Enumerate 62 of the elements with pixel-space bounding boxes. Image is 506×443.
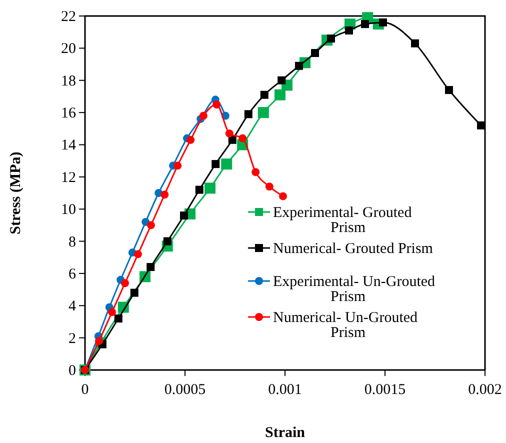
point bbox=[477, 121, 485, 130]
point bbox=[345, 26, 353, 34]
point bbox=[228, 136, 236, 144]
point bbox=[311, 49, 319, 58]
y-tick-label: 12 bbox=[61, 170, 76, 186]
point bbox=[204, 182, 216, 194]
point bbox=[174, 162, 182, 170]
y-tick-label: 4 bbox=[68, 298, 76, 315]
y-tick-label: 2 bbox=[68, 330, 76, 347]
point bbox=[278, 76, 286, 84]
y-tick-label: 20 bbox=[61, 41, 76, 58]
point bbox=[114, 314, 122, 323]
point bbox=[238, 134, 247, 142]
point bbox=[252, 168, 260, 176]
point bbox=[258, 107, 269, 118]
point bbox=[361, 20, 369, 28]
point bbox=[265, 182, 274, 191]
legend-label: Numerical- Un-Grouted Prism bbox=[273, 310, 418, 341]
legend-label: Numerical- Grouted Prism bbox=[273, 241, 434, 257]
legend-label: Experimental- Grouted Prism bbox=[273, 205, 412, 236]
point bbox=[260, 90, 268, 99]
point bbox=[163, 237, 172, 246]
x-tick-label: 0.0005 bbox=[164, 382, 206, 398]
point bbox=[146, 263, 155, 272]
point bbox=[95, 337, 103, 346]
point bbox=[327, 34, 335, 43]
point bbox=[295, 62, 303, 70]
legend-label: Experimental- Un-Grouted Prism bbox=[273, 274, 436, 305]
y-tick-label: 6 bbox=[68, 266, 76, 282]
point bbox=[379, 18, 387, 26]
y-tick-label: 0 bbox=[68, 363, 76, 379]
point bbox=[195, 186, 204, 194]
point bbox=[160, 190, 169, 199]
point bbox=[180, 212, 188, 220]
x-tick-label: 0.002 bbox=[468, 382, 502, 398]
point bbox=[130, 288, 138, 297]
x-tick-label: 0 bbox=[81, 382, 89, 398]
point bbox=[225, 129, 234, 138]
point bbox=[212, 160, 220, 168]
point bbox=[199, 112, 208, 120]
point bbox=[147, 221, 155, 230]
y-tick-label: 8 bbox=[68, 234, 76, 250]
point bbox=[121, 279, 129, 288]
y-tick-label: 18 bbox=[61, 73, 76, 90]
y-tick-label: 14 bbox=[61, 138, 76, 154]
point bbox=[134, 250, 142, 258]
point bbox=[221, 158, 232, 170]
point bbox=[445, 86, 453, 94]
x-tick-label: 0.0015 bbox=[364, 382, 406, 398]
x-axis-title: Strain bbox=[264, 425, 306, 441]
point bbox=[244, 110, 252, 118]
y-tick-label: 22 bbox=[61, 9, 76, 25]
point bbox=[108, 308, 116, 316]
point bbox=[279, 192, 287, 200]
point bbox=[212, 100, 221, 108]
point bbox=[411, 39, 419, 48]
y-tick-label: 10 bbox=[61, 202, 76, 218]
y-tick-label: 16 bbox=[61, 106, 76, 122]
x-tick-label: 0.001 bbox=[268, 382, 302, 398]
point bbox=[186, 136, 195, 144]
y-axis-title: Stress (MPa) bbox=[8, 152, 24, 234]
point bbox=[274, 89, 286, 100]
